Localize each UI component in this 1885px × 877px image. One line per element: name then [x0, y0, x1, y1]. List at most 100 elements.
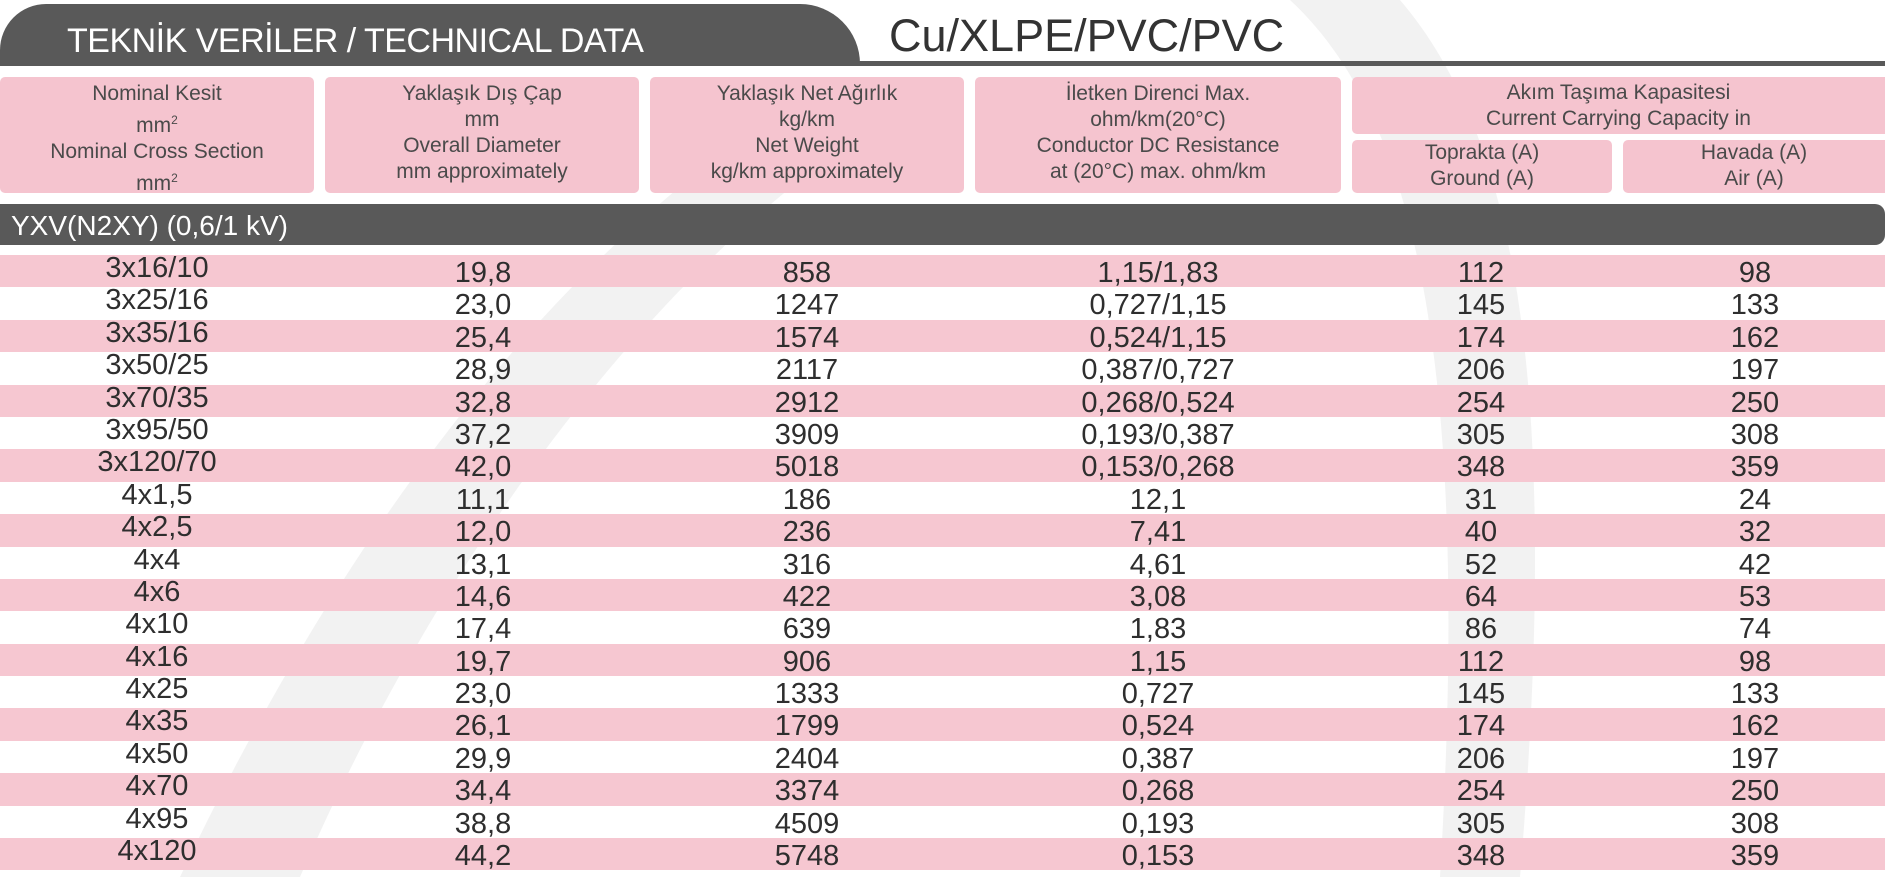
cell-net-weight: 4509 [774, 807, 840, 840]
cell-overall-diameter: 28,9 [454, 354, 512, 387]
cable-type-title: Cu/XLPE/PVC/PVC [889, 10, 1285, 61]
cell-ground-capacity: 52 [1464, 548, 1498, 581]
header-diameter-tr-unit: mm [464, 108, 500, 131]
header-nominal-tr-unit: mm [136, 114, 172, 137]
cell-dc-resistance: 0,268 [1121, 775, 1195, 808]
cell-ground-capacity: 145 [1456, 289, 1506, 322]
cell-nominal-section: 3x120/70 [97, 446, 217, 479]
cell-nominal-section: 3x35/16 [105, 316, 209, 349]
header-weight-en-unit: kg/km approximately [710, 160, 904, 183]
table-row: 4x1,5 11,1 186 12,1 31 24 [0, 478, 1885, 516]
cell-air-capacity: 308 [1730, 807, 1780, 840]
cell-dc-resistance: 0,193/0,387 [1081, 418, 1235, 451]
cell-ground-capacity: 86 [1464, 613, 1498, 646]
cell-air-capacity: 359 [1730, 451, 1780, 484]
data-table: 3x16/10 19,8 858 1,15/1,83 112 98 3x25/16 23,0 1… [0, 253, 1885, 873]
cell-net-weight: 1574 [774, 321, 840, 354]
cell-nominal-section: 4x120 [117, 835, 197, 868]
cell-overall-diameter: 38,8 [454, 807, 512, 840]
table-row: 4x35 26,1 1799 0,524 174 162 [0, 705, 1885, 743]
cell-net-weight: 3909 [774, 418, 840, 451]
cell-air-capacity: 162 [1730, 710, 1780, 743]
cell-air-capacity: 197 [1730, 742, 1780, 775]
cell-nominal-section: 4x1,5 [121, 478, 193, 511]
cell-dc-resistance: 0,153/0,268 [1081, 451, 1235, 484]
cell-air-capacity: 250 [1730, 386, 1780, 419]
header-diameter-en-unit: mm approximately [396, 160, 568, 183]
cell-dc-resistance: 1,83 [1129, 613, 1187, 646]
header-ground-en: Ground (A) [1430, 167, 1534, 190]
header-net-weight: Yaklaşık Net Ağırlık kg/km Net Weight kg… [650, 77, 964, 193]
cell-air-capacity: 24 [1738, 483, 1772, 516]
cell-ground-capacity: 174 [1456, 321, 1506, 354]
cell-nominal-section: 4x25 [125, 673, 189, 706]
cell-dc-resistance: 0,193 [1121, 807, 1195, 840]
cell-dc-resistance: 1,15/1,83 [1097, 257, 1219, 289]
cell-dc-resistance: 0,524/1,15 [1089, 321, 1227, 354]
cell-net-weight: 2117 [775, 354, 839, 387]
cell-overall-diameter: 23,0 [454, 289, 512, 322]
cell-net-weight: 1799 [774, 710, 840, 743]
header-weight-en: Net Weight [755, 134, 859, 157]
cell-overall-diameter: 44,2 [454, 840, 512, 873]
cell-overall-diameter: 14,6 [454, 580, 512, 613]
cell-net-weight: 5748 [774, 840, 840, 873]
cell-overall-diameter: 19,7 [454, 645, 512, 678]
cell-dc-resistance: 0,524 [1121, 710, 1195, 743]
header-ground-tr: Toprakta (A) [1424, 141, 1540, 164]
cell-dc-resistance: 0,727 [1121, 678, 1195, 711]
cell-overall-diameter: 25,4 [454, 321, 512, 354]
cell-nominal-section: 4x50 [125, 737, 189, 770]
cell-nominal-section: 3x70/35 [105, 381, 209, 414]
cell-dc-resistance: 0,268/0,524 [1081, 386, 1235, 419]
cell-air-capacity: 42 [1738, 548, 1772, 581]
cell-nominal-section: 4x2,5 [121, 511, 193, 544]
table-row: 3x25/16 23,0 1247 0,727/1,15 145 133 [0, 284, 1885, 322]
header-diameter-en: Overall Diameter [403, 134, 561, 157]
title-bar: TEKNİK VERİLER / TECHNICAL DATA [0, 4, 860, 64]
cell-air-capacity: 308 [1730, 418, 1780, 451]
cell-net-weight: 5018 [774, 451, 840, 484]
header-current-capacity: Akım Taşıma Kapasitesi Current Carrying … [1352, 77, 1885, 134]
cell-dc-resistance: 1,15 [1129, 645, 1187, 678]
header-overall-diameter: Yaklaşık Dış Çap mm Overall Diameter mm … [325, 77, 639, 193]
cell-net-weight: 906 [782, 645, 832, 678]
header-resistance-tr: İletken Direnci Max. [1065, 82, 1251, 105]
cell-ground-capacity: 145 [1456, 678, 1506, 711]
header-resistance-en-unit: at (20°C) max. ohm/km [1049, 160, 1267, 183]
table-row: 4x50 29,9 2404 0,387 206 197 [0, 737, 1885, 775]
cell-nominal-section: 4x95 [125, 802, 189, 835]
cell-nominal-section: 4x35 [125, 705, 189, 738]
cell-ground-capacity: 31 [1464, 483, 1498, 516]
cell-net-weight: 2912 [774, 386, 840, 419]
header-air-en: Air (A) [1724, 167, 1784, 190]
cell-nominal-section: 4x16 [125, 640, 189, 673]
cell-dc-resistance: 4,61 [1129, 548, 1187, 581]
cell-ground-capacity: 348 [1456, 451, 1506, 484]
cell-overall-diameter: 12,0 [454, 516, 512, 549]
header-nominal-section: Nominal Kesit mm2 Nominal Cross Section … [0, 77, 314, 195]
cell-nominal-section: 3x50/25 [105, 349, 209, 382]
table-row: 3x120/70 42,0 5018 0,153/0,268 348 359 [0, 446, 1885, 484]
cell-dc-resistance: 0,387/0,727 [1081, 354, 1235, 387]
cell-air-capacity: 32 [1738, 516, 1772, 549]
table-row: 4x4 13,1 316 4,61 52 42 [0, 545, 1885, 581]
section-bar: YXV(N2XY) (0,6/1 kV) [0, 204, 1885, 245]
cell-ground-capacity: 305 [1456, 807, 1506, 840]
cell-net-weight: 422 [782, 580, 832, 613]
header-weight-tr-unit: kg/km [778, 108, 835, 131]
table-row: 4x2,5 12,0 236 7,41 40 32 [0, 511, 1885, 549]
table-row: 3x70/35 32,8 2912 0,268/0,524 254 250 [0, 381, 1885, 419]
cell-nominal-section: 3x25/16 [105, 284, 209, 317]
cell-ground-capacity: 40 [1464, 516, 1498, 549]
cell-ground-capacity: 64 [1464, 580, 1498, 613]
cell-air-capacity: 53 [1738, 580, 1772, 613]
cell-dc-resistance: 12,1 [1129, 483, 1187, 516]
cell-ground-capacity: 206 [1456, 742, 1506, 775]
header-diameter-tr: Yaklaşık Dış Çap [402, 82, 562, 105]
cell-dc-resistance: 3,08 [1129, 580, 1187, 613]
superscript-2: 2 [171, 113, 178, 127]
cell-ground-capacity: 305 [1456, 418, 1506, 451]
cell-ground-capacity: 174 [1456, 710, 1506, 743]
header-weight-tr: Yaklaşık Net Ağırlık [716, 82, 898, 105]
